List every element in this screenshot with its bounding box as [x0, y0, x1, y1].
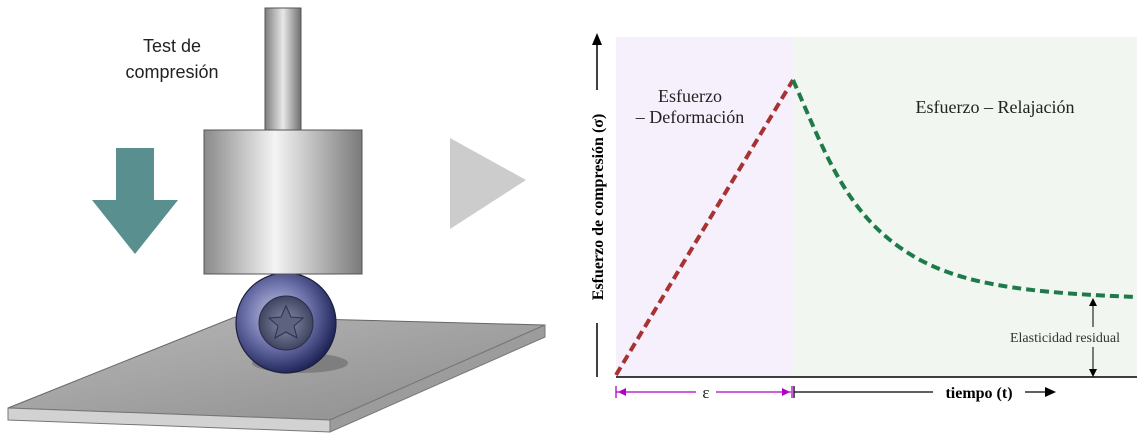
phase-loading-label-line1: Esfuerzo — [658, 86, 722, 106]
residual-elasticity-label: Elasticidad residual — [1010, 331, 1120, 346]
strain-bracket — [615, 386, 793, 398]
phase-loading-background — [616, 37, 793, 377]
residual-elasticity-label-bg — [997, 327, 1133, 347]
time-arrow-icon — [1045, 387, 1056, 397]
strain-label: ε — [702, 383, 709, 402]
test-label-line1: Test de — [143, 36, 201, 56]
piston-head — [203, 129, 363, 275]
phase-relaxation-background — [793, 37, 1137, 377]
y-axis-label: Esfuerzo de compresión (σ) — [590, 114, 607, 301]
arrow-right-icon — [450, 138, 526, 229]
phase-loading-label-line2: – Deformación — [635, 107, 744, 127]
stress-chart: Esfuerzo de compresión (σ) Esfuerzo – De… — [590, 33, 1137, 402]
loading-curve — [614, 78, 795, 377]
piston-rod — [264, 7, 302, 133]
arrow-down-icon — [92, 148, 178, 254]
phase-relaxation-label: Esfuerzo – Relajación — [916, 97, 1075, 117]
star-icon — [267, 304, 305, 339]
test-label-line2: compresión — [125, 62, 218, 82]
y-axis-arrow-icon — [592, 33, 602, 45]
compression-test-illustration: Test de compresión — [7, 7, 546, 433]
x-axis-label: tiempo (t) — [945, 385, 1012, 402]
time-axis-indicator — [793, 386, 1056, 398]
sample-ball — [235, 272, 337, 374]
